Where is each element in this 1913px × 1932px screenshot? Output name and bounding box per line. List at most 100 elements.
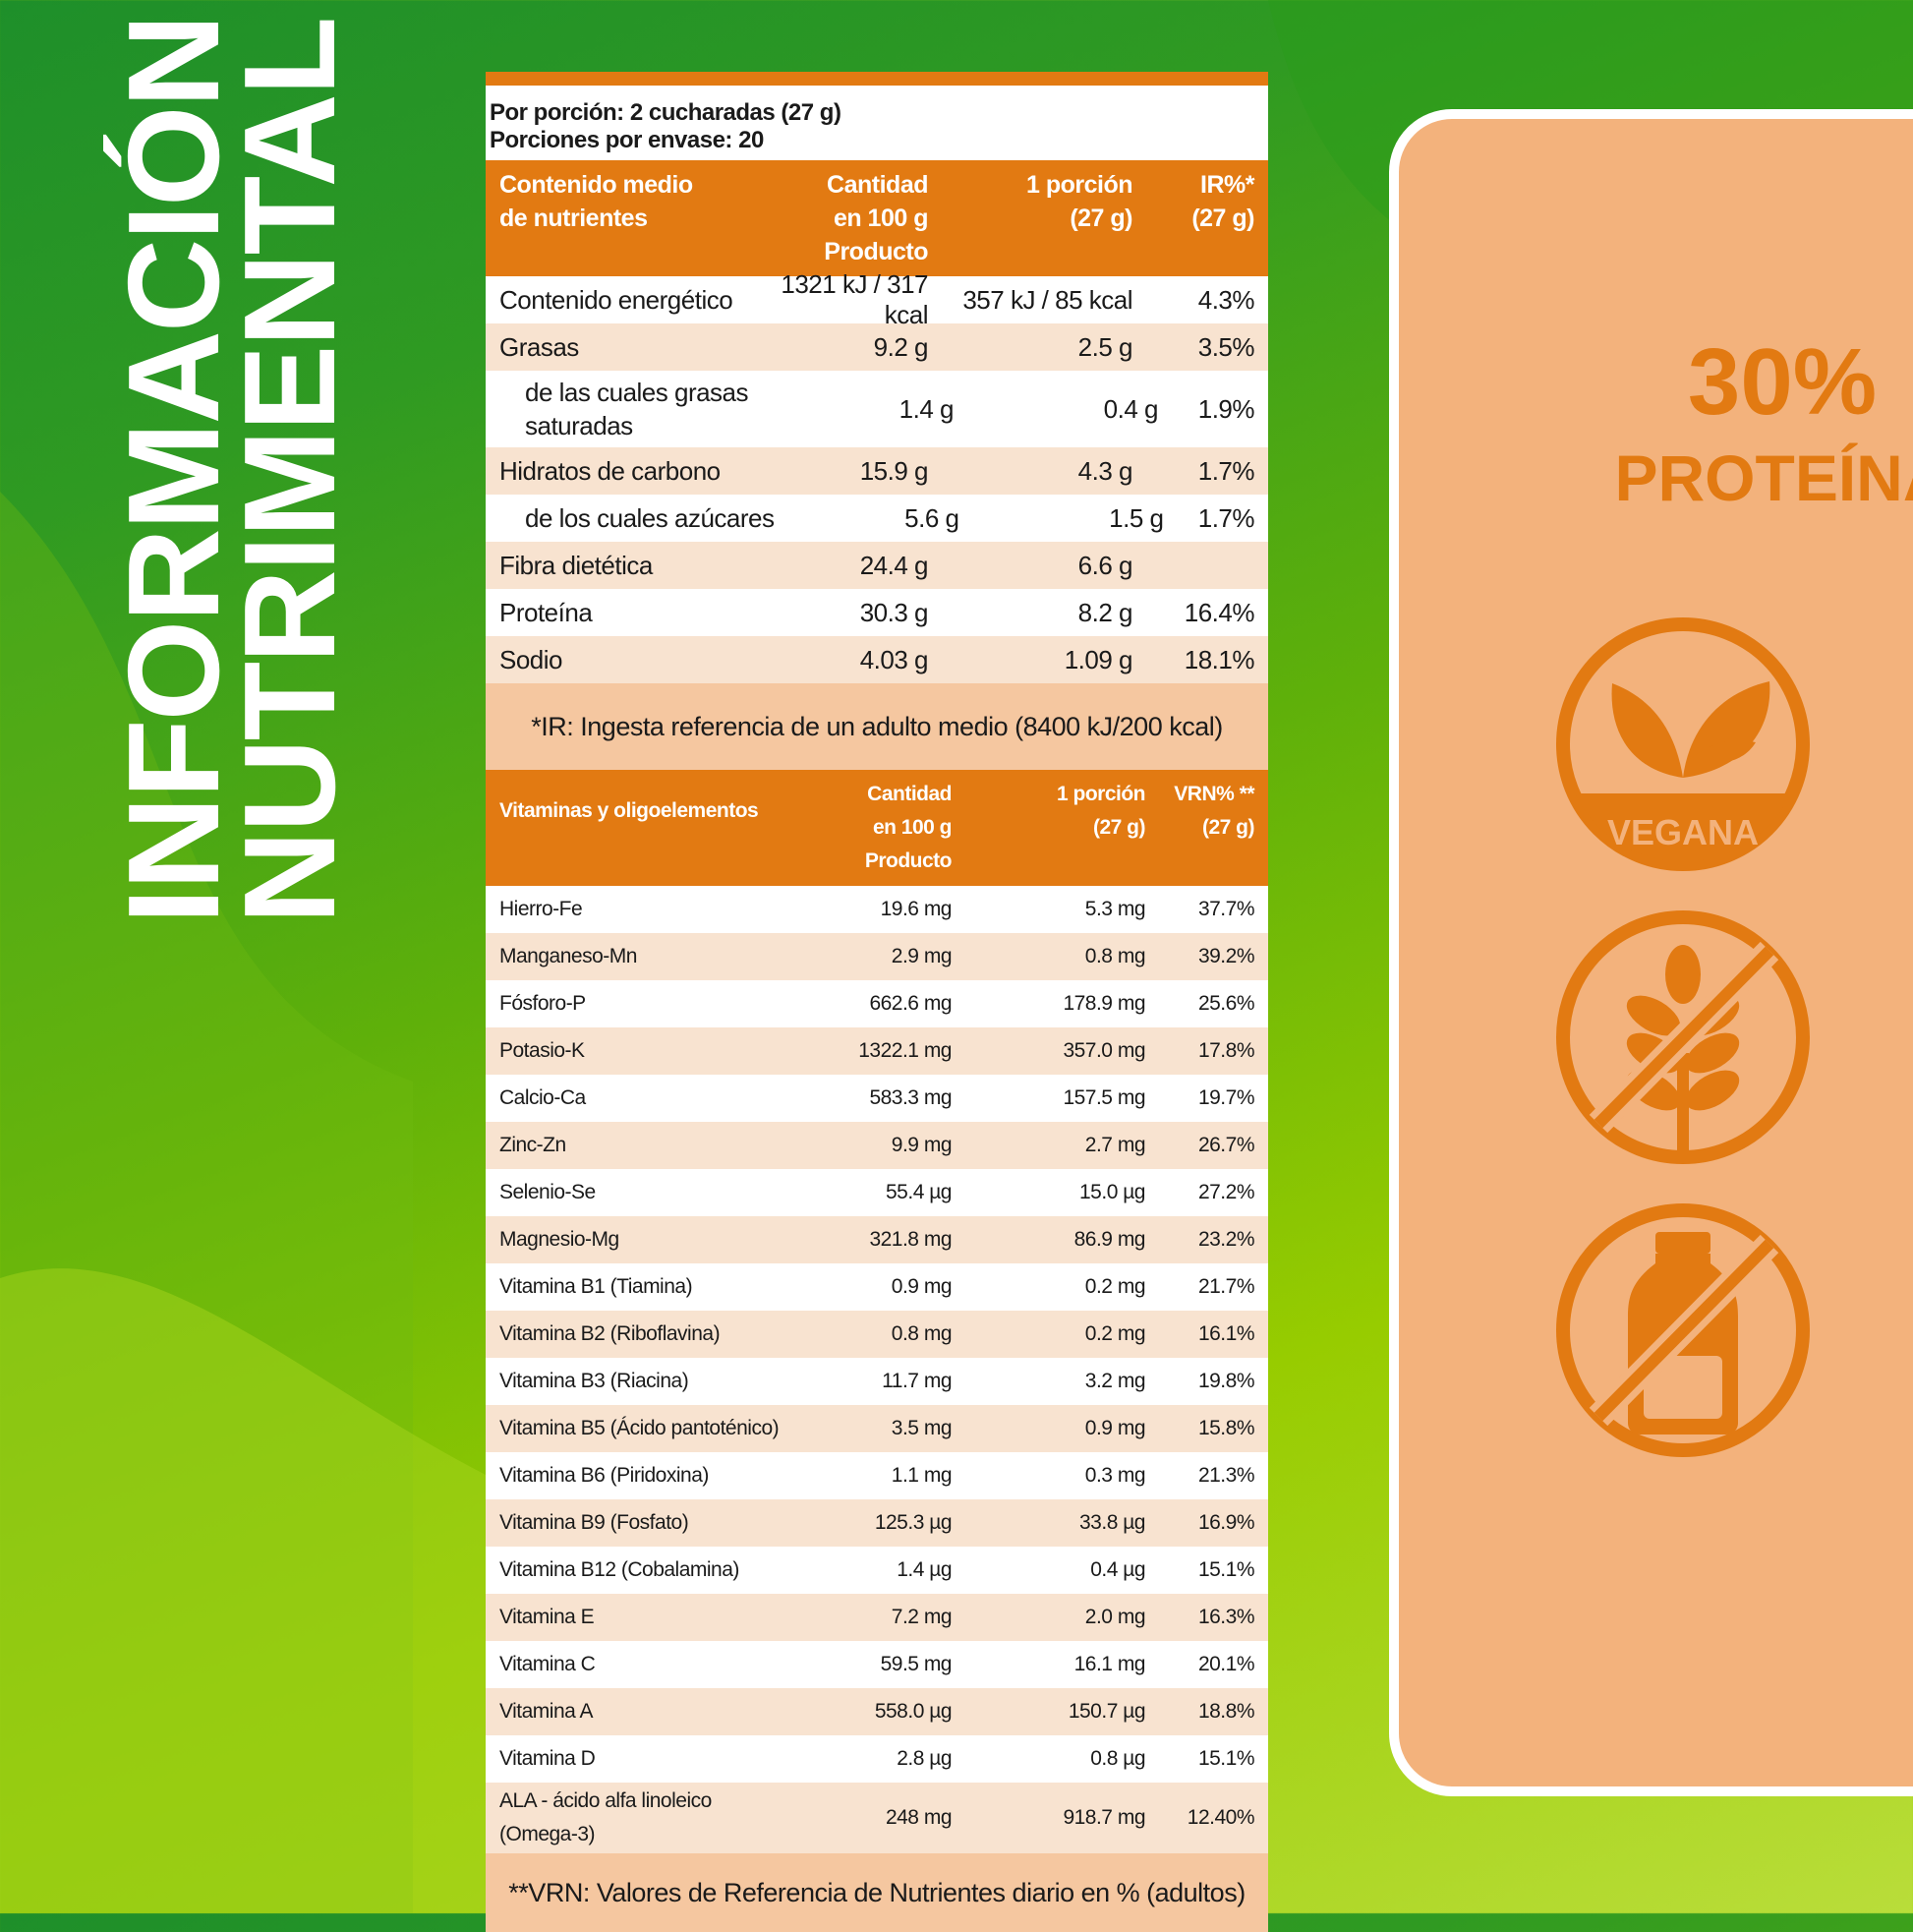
nutrient-row: Grasas 9.2 g 2.5 g 3.5% bbox=[486, 323, 1268, 371]
nutrient-name: Hidratos de carbono bbox=[499, 455, 721, 486]
nutrient-name: Proteína bbox=[499, 597, 593, 627]
vitamin-vrn: 16.1% bbox=[1197, 1322, 1255, 1345]
vitamin-name: Vitamina E bbox=[499, 1606, 595, 1628]
vitamin-row: Calcio-Ca 583.3 mg 157.5 mg 19.7% bbox=[486, 1075, 1268, 1122]
vitamin-vrn: 15.1% bbox=[1197, 1558, 1255, 1581]
vitamin-name: ALA - ácido alfa linoleico (Omega-3) bbox=[499, 1785, 794, 1851]
header-per100-1: Cantidad bbox=[867, 783, 952, 805]
header-vitamins: Vitaminas y oligoelementos bbox=[499, 799, 759, 822]
nutrient-per100: 1321 kJ / 317 kcal bbox=[781, 269, 928, 329]
vitamin-row: Vitamina B12 (Cobalamina) 1.4 µg 0.4 µg 15.… bbox=[486, 1547, 1268, 1594]
header-nutrient-2: de nutrientes bbox=[499, 205, 648, 232]
vitamin-per100: 0.8 mg bbox=[891, 1322, 953, 1345]
nutrient-portion: 2.5 g bbox=[1077, 331, 1133, 362]
vitamin-name: Vitamina B9 (Fosfato) bbox=[499, 1511, 689, 1534]
vitamin-row: Vitamina E 7.2 mg 2.0 mg 16.3% bbox=[486, 1594, 1268, 1641]
nutrient-per100: 4.03 g bbox=[859, 644, 929, 674]
title-line-2: NUTRIMENTAL bbox=[217, 18, 362, 924]
vitamin-vrn: 27.2% bbox=[1197, 1181, 1255, 1203]
nutrient-per100: 30.3 g bbox=[859, 597, 929, 627]
vitamins-table: Hierro-Fe 19.6 mg 5.3 mg 37.7% Manganeso-Mn 2… bbox=[486, 886, 1268, 1853]
ir-footnote: *IR: Ingesta referencia de un adulto med… bbox=[486, 683, 1268, 770]
vitamin-row: Fósforo-P 662.6 mg 178.9 mg 25.6% bbox=[486, 980, 1268, 1027]
header-portion-2: (27 g) bbox=[1092, 816, 1146, 839]
vitamins-header: Vitaminas y oligoelementos Cantidad en 10… bbox=[486, 770, 1268, 886]
vitamin-name: Vitamina B5 (Ácido pantoténico) bbox=[499, 1417, 780, 1439]
nutrient-ir: 18.1% bbox=[1184, 644, 1255, 674]
vitamin-name: Vitamina D bbox=[499, 1747, 596, 1770]
nutrient-name-line-1: de las cuales grasas bbox=[525, 378, 749, 407]
vitamin-portion: 150.7 µg bbox=[1068, 1700, 1146, 1723]
vitamin-name-line-1: ALA - ácido alfa linoleico bbox=[499, 1789, 712, 1812]
vitamin-vrn: 19.7% bbox=[1197, 1086, 1255, 1109]
nutrient-portion: 6.6 g bbox=[1077, 550, 1133, 580]
nutrient-row: Fibra dietética 24.4 g 6.6 g bbox=[486, 542, 1268, 589]
nutrient-name: de las cuales grasas saturadas bbox=[499, 376, 769, 442]
vitamin-portion: 2.7 mg bbox=[1084, 1134, 1146, 1156]
nutrient-name: de los cuales azúcares bbox=[525, 503, 775, 533]
vitamin-per100: 2.9 mg bbox=[891, 945, 953, 967]
vitamin-name: Selenio-Se bbox=[499, 1181, 596, 1203]
nutrient-row: de los cuales azúcares 5.6 g 1.5 g 1.7% bbox=[486, 495, 1268, 542]
vitamin-per100: 3.5 mg bbox=[891, 1417, 953, 1439]
vitamin-portion: 16.1 mg bbox=[1073, 1653, 1146, 1675]
protein-label: PROTEÍNA bbox=[1614, 441, 1913, 514]
title-line-1: INFORMACIÓN bbox=[101, 16, 246, 924]
vitamin-row: Vitamina B3 (Riacina) 11.7 mg 3.2 mg 19.8% bbox=[486, 1358, 1268, 1405]
vitamin-vrn: 21.7% bbox=[1197, 1275, 1255, 1298]
header-vrn-1: VRN% ** bbox=[1174, 783, 1254, 805]
nutrient-row: Contenido energético 1321 kJ / 317 kcal … bbox=[486, 269, 1268, 329]
vitamin-vrn: 26.7% bbox=[1197, 1134, 1255, 1156]
vitamin-per100: 583.3 mg bbox=[869, 1086, 952, 1109]
nutrient-ir: 1.7% bbox=[1197, 502, 1255, 533]
vitamin-row: Hierro-Fe 19.6 mg 5.3 mg 37.7% bbox=[486, 886, 1268, 933]
vitamin-name: Vitamina B12 (Cobalamina) bbox=[499, 1558, 739, 1581]
vitamin-portion: 157.5 mg bbox=[1063, 1086, 1145, 1109]
vitamin-name: Vitamina B2 (Riboflavina) bbox=[499, 1322, 721, 1345]
vitamin-row: Vitamina A 558.0 µg 150.7 µg 18.8% bbox=[486, 1688, 1268, 1735]
nutrient-ir: 1.9% bbox=[1197, 393, 1255, 424]
vitamin-name: Vitamina B1 (Tiamina) bbox=[499, 1275, 693, 1298]
vitamin-per100: 7.2 mg bbox=[891, 1606, 953, 1628]
vitamin-row: Vitamina B2 (Riboflavina) 0.8 mg 0.2 mg 16.… bbox=[486, 1311, 1268, 1358]
nutrient-ir: 16.4% bbox=[1184, 597, 1255, 627]
nutrient-row: Hidratos de carbono 15.9 g 4.3 g 1.7% bbox=[486, 447, 1268, 495]
vitamin-per100: 558.0 µg bbox=[874, 1700, 953, 1723]
benefits-card: 30% PROTEÍNA VEGANA bbox=[1389, 109, 1913, 1796]
vitamin-per100: 0.9 mg bbox=[891, 1275, 953, 1298]
vitamin-row: ALA - ácido alfa linoleico (Omega-3) 248 m… bbox=[486, 1783, 1268, 1853]
vitamin-portion: 5.3 mg bbox=[1084, 898, 1146, 920]
nutrient-per100: 24.4 g bbox=[859, 550, 929, 580]
vitamin-vrn: 12.40% bbox=[1187, 1806, 1255, 1829]
vitamin-name: Zinc-Zn bbox=[499, 1134, 566, 1156]
vitamin-per100: 1322.1 mg bbox=[858, 1039, 952, 1062]
vitamin-name: Calcio-Ca bbox=[499, 1086, 586, 1109]
vitamin-row: Magnesio-Mg 321.8 mg 86.9 mg 23.2% bbox=[486, 1216, 1268, 1263]
nutrient-portion: 357 kJ / 85 kcal bbox=[962, 284, 1132, 315]
vitamin-name: Magnesio-Mg bbox=[499, 1228, 619, 1251]
vitamin-name: Potasio-K bbox=[499, 1039, 585, 1062]
nutrient-per100: 9.2 g bbox=[873, 331, 929, 362]
vitamin-name: Manganeso-Mn bbox=[499, 945, 637, 967]
nutrient-portion: 1.09 g bbox=[1064, 644, 1133, 674]
vitamin-vrn: 19.8% bbox=[1197, 1370, 1255, 1392]
vitamin-name: Hierro-Fe bbox=[499, 898, 583, 920]
nutrient-portion: 1.5 g bbox=[1109, 502, 1164, 533]
header-portion-1: 1 porción bbox=[1056, 783, 1146, 805]
nutrient-name-line-2: saturadas bbox=[525, 411, 633, 440]
vitamin-row: Vitamina B9 (Fosfato) 125.3 µg 33.8 µg 16.9… bbox=[486, 1499, 1268, 1547]
vitamin-row: Vitamina D 2.8 µg 0.8 µg 15.1% bbox=[486, 1735, 1268, 1783]
vitamin-name: Vitamina A bbox=[499, 1700, 594, 1723]
vitamin-per100: 59.5 mg bbox=[880, 1653, 953, 1675]
nutrient-portion: 0.4 g bbox=[1103, 393, 1159, 424]
nutrient-per100: 15.9 g bbox=[859, 455, 929, 486]
vitamin-per100: 125.3 µg bbox=[874, 1511, 953, 1534]
vitamin-portion: 918.7 mg bbox=[1063, 1806, 1145, 1829]
vitamin-portion: 3.2 mg bbox=[1084, 1370, 1146, 1392]
nutrient-row: Proteína 30.3 g 8.2 g 16.4% bbox=[486, 589, 1268, 636]
vitamin-per100: 321.8 mg bbox=[869, 1228, 952, 1251]
nutrient-per100: 5.6 g bbox=[904, 502, 959, 533]
vitamin-vrn: 39.2% bbox=[1197, 945, 1255, 967]
nutrient-ir: 4.3% bbox=[1197, 284, 1255, 315]
